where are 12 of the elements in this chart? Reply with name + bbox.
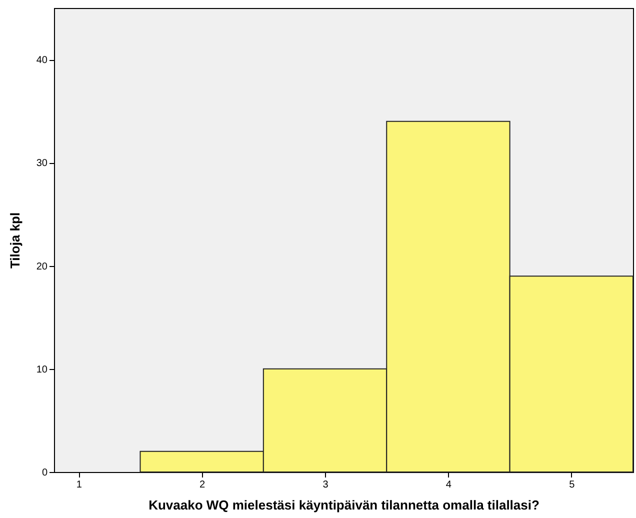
x-tick-label: 2 (200, 480, 206, 490)
y-tick-label: 20 (36, 261, 48, 272)
x-tick-label: 3 (322, 480, 329, 490)
x-tick-label: 5 (569, 480, 576, 490)
y-tick-label: 0 (42, 468, 48, 478)
x-axis-title: Kuvaako WQ mielestäsi käyntipäivän tilannetta omalla tilallasi? (148, 498, 540, 512)
y-tick-label: 40 (36, 55, 48, 66)
y-axis-title: Tiloja kpl (7, 212, 22, 269)
y-tick-label: 30 (36, 158, 48, 170)
x-tick-label: 4 (446, 480, 452, 490)
y-tick-label: 10 (36, 364, 48, 376)
x-tick-label: 1 (76, 480, 82, 490)
